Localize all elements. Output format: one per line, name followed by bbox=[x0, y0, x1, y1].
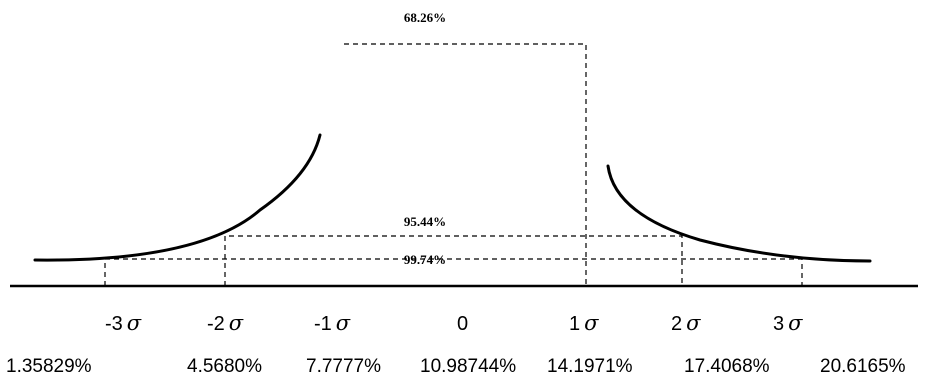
right-tail-curve bbox=[606, 164, 872, 263]
axis-label-neg1: -1 σ bbox=[314, 311, 351, 335]
axis-label-zero: 0 bbox=[457, 313, 468, 335]
bottom-value: 7.7777% bbox=[306, 356, 381, 377]
one-sigma-bracket bbox=[344, 43, 587, 286]
bottom-value: 4.5680% bbox=[187, 356, 262, 377]
axis-label-pos1-number: 1 bbox=[569, 313, 580, 335]
bottom-values-row: 1.35829% 4.5680% 7.7777% 10.98744% 14.19… bbox=[6, 356, 906, 377]
sigma-symbol: σ bbox=[336, 311, 351, 335]
three-sigma-bracket bbox=[104, 258, 803, 286]
bottom-value: 14.1971% bbox=[547, 356, 633, 377]
axis-label-neg3: -3 σ bbox=[105, 311, 142, 335]
sigma-symbol: σ bbox=[788, 311, 803, 335]
axis-label-neg2-number: -2 bbox=[207, 313, 225, 335]
axis-label-neg3-number: -3 bbox=[105, 313, 123, 335]
axis-label-neg1-number: -1 bbox=[314, 313, 332, 335]
axis-label-pos2-number: 2 bbox=[671, 313, 682, 335]
axis-label-zero-number: 0 bbox=[457, 313, 468, 335]
two-sigma-percent-label: 95.44% bbox=[404, 214, 446, 229]
bottom-value: 20.6165% bbox=[820, 356, 906, 377]
sigma-symbol: σ bbox=[229, 311, 244, 335]
sigma-symbol: σ bbox=[584, 311, 599, 335]
bottom-value: 1.35829% bbox=[6, 356, 92, 377]
bottom-value: 10.98744% bbox=[420, 356, 516, 377]
axis-label-pos3-number: 3 bbox=[773, 313, 784, 335]
sigma-symbol: σ bbox=[686, 311, 701, 335]
axis-label-neg2: -2 σ bbox=[207, 311, 244, 335]
left-tail-curve bbox=[33, 133, 322, 262]
one-sigma-percent-label: 68.26% bbox=[404, 10, 446, 25]
two-sigma-bracket bbox=[224, 235, 683, 286]
bottom-value: 17.4068% bbox=[684, 356, 770, 377]
sigma-symbol: σ bbox=[127, 311, 142, 335]
three-sigma-percent-label: 99.74% bbox=[404, 252, 446, 267]
